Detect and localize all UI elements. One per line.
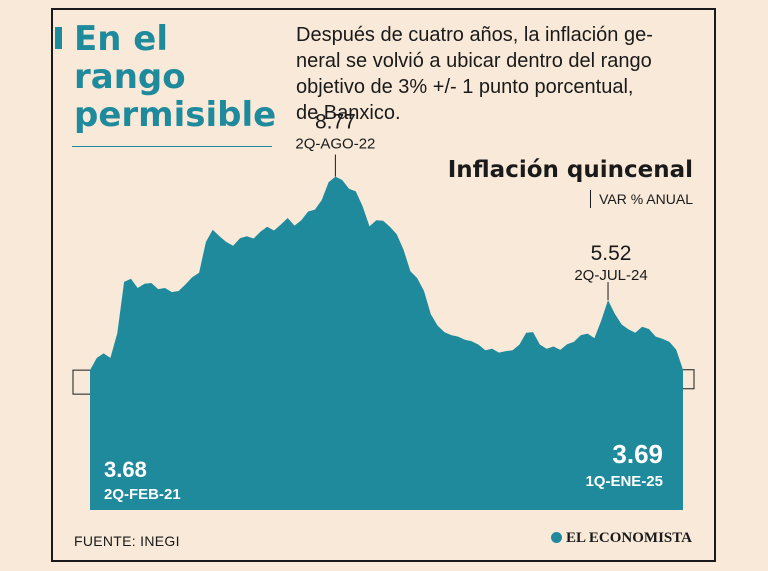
brand-logo: EL ECONOMISTA xyxy=(551,530,692,547)
peak-value-label: 8.77 xyxy=(315,111,356,134)
brand-name: EL ECONOMISTA xyxy=(566,530,692,546)
inflation-area-series xyxy=(90,176,683,510)
chart-annotations: 8.77 2Q-AGO-22 5.52 2Q-JUL-24 3.68 2Q-FEB-21 3… xyxy=(72,111,695,503)
description-line-1: Después de cuatro años, la inflación ge- xyxy=(296,24,653,46)
start-date-label: 2Q-FEB-21 xyxy=(104,486,181,503)
title-accent-bar xyxy=(55,27,62,49)
end-value-label: 3.69 xyxy=(612,439,663,469)
peak-date-label: 2Q-AGO-22 xyxy=(295,136,375,153)
end-bracket xyxy=(683,369,695,390)
chart-title: Inflación quincenal xyxy=(447,157,693,183)
title-line-1: En el xyxy=(74,19,168,59)
infographic-title: En el rango permisible xyxy=(74,20,276,134)
jul24-value-label: 5.52 xyxy=(591,242,632,265)
start-bracket xyxy=(72,369,90,395)
title-underline xyxy=(72,146,272,147)
end-date-label: 1Q-ENE-25 xyxy=(585,473,663,490)
description-line-2: neral se volvió a ubicar dentro del rang… xyxy=(296,50,652,72)
description-line-4: de Banxico. xyxy=(296,102,401,124)
description-text: Después de cuatro años, la inflación ge-… xyxy=(296,22,686,126)
chart-subtitle: VAR % ANUAL xyxy=(590,190,693,208)
source-note: FUENTE: INEGI xyxy=(74,533,180,549)
description-line-3: objetivo de 3% +/- 1 punto porcentual, xyxy=(296,76,634,98)
brand-icon xyxy=(551,532,562,543)
title-line-2: rango xyxy=(74,57,186,97)
start-value-label: 3.68 xyxy=(104,457,147,482)
jul24-date-label: 2Q-JUL-24 xyxy=(574,267,647,284)
title-line-3: permisible xyxy=(74,95,277,135)
